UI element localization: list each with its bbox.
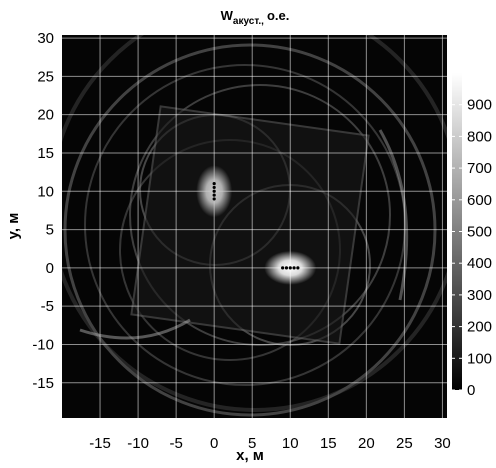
- colorbar-label: 400: [467, 255, 492, 272]
- x-tick-label: 10: [282, 435, 299, 452]
- x-tick-label: 15: [320, 435, 337, 452]
- y-tick-label: 0: [46, 260, 54, 277]
- colorbar-label: 500: [467, 224, 492, 241]
- source-point: [288, 266, 292, 270]
- x-tick-label: 30: [434, 435, 451, 452]
- x-tick-label: 20: [358, 435, 375, 452]
- y-tick-label: 20: [37, 107, 54, 124]
- y-tick-label: 10: [37, 183, 54, 200]
- y-tick-label: 30: [37, 30, 54, 47]
- title-suffix: o.e.: [267, 8, 289, 23]
- source-point: [212, 189, 216, 193]
- source-point: [292, 266, 296, 270]
- colorbar-label: 700: [467, 160, 492, 177]
- source-point: [212, 182, 216, 186]
- source-point: [281, 266, 285, 270]
- colorbar-label: 800: [467, 128, 492, 145]
- colorbar-label: 0: [467, 382, 475, 399]
- x-tick-label: -5: [169, 435, 182, 452]
- colorbar-label: 600: [467, 192, 492, 209]
- y-tick-label: 25: [37, 68, 54, 85]
- source-point: [284, 266, 289, 270]
- x-axis-label: x, м: [236, 447, 264, 463]
- y-axis-label: y, м: [5, 213, 22, 240]
- x-tick-label: -15: [89, 435, 111, 452]
- colorbar: [452, 73, 462, 390]
- title-subscript: акуст.,: [233, 16, 264, 27]
- x-tick-label: 5: [248, 435, 256, 452]
- y-tick-label: 5: [46, 222, 54, 239]
- x-tick-label: -10: [127, 435, 149, 452]
- source-point: [296, 266, 300, 270]
- colorbar-label: 300: [467, 287, 492, 304]
- x-tick-label: 25: [396, 435, 413, 452]
- source-point: [212, 193, 216, 197]
- y-tick-label: -15: [32, 375, 54, 392]
- chart-title: Wакуст., o.e.: [221, 8, 290, 27]
- colorbar-label: 200: [467, 319, 492, 336]
- y-tick-label: -10: [32, 336, 54, 353]
- y-tick-label: -5: [41, 298, 54, 315]
- y-tick-label: 15: [37, 145, 54, 162]
- colorbar-label: 100: [467, 350, 492, 367]
- source-point: [212, 185, 216, 190]
- source-point: [212, 197, 216, 201]
- colorbar-label: 900: [467, 97, 492, 114]
- x-tick-label: 0: [210, 435, 218, 452]
- title-main: W: [221, 8, 234, 23]
